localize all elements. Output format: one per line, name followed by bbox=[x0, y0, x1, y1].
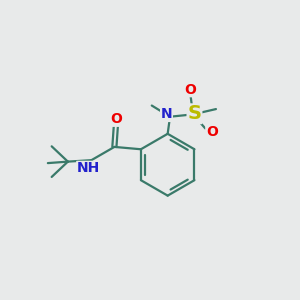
Text: N: N bbox=[161, 107, 172, 122]
Text: O: O bbox=[206, 125, 218, 139]
Text: O: O bbox=[110, 112, 122, 126]
Text: O: O bbox=[184, 82, 196, 97]
Text: NH: NH bbox=[77, 161, 100, 176]
Text: S: S bbox=[188, 104, 202, 123]
